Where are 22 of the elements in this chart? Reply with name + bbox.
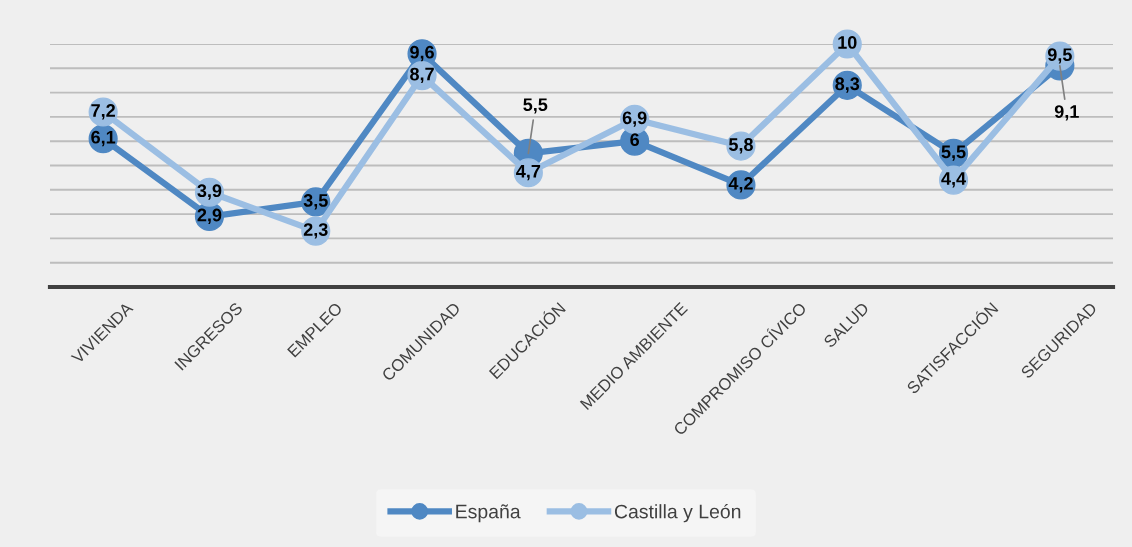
data-label: 3,9: [197, 184, 222, 200]
data-label: 7,2: [91, 104, 115, 120]
data-label: 6: [630, 133, 640, 147]
data-label: 9,1: [1054, 105, 1079, 121]
data-label: 4,7: [516, 165, 541, 181]
data-label: 4,2: [728, 177, 753, 193]
data-label: 5,5: [941, 145, 966, 161]
data-label: 9,6: [410, 45, 434, 62]
data-label: 10: [838, 36, 857, 49]
data-label: 5,5: [523, 98, 548, 114]
legend-label: España: [456, 504, 521, 523]
data-label: 6,1: [91, 130, 116, 147]
data-label: 2,9: [197, 208, 222, 224]
data-label: 2,3: [303, 223, 328, 239]
data-label: 6,9: [622, 111, 647, 127]
data-label: 9,5: [1047, 48, 1072, 64]
data-label: 8,7: [410, 67, 434, 84]
data-label: 3,5: [303, 194, 328, 210]
data-label: 8,3: [835, 77, 860, 93]
data-label: 5,8: [728, 138, 753, 154]
data-label: 4,4: [941, 172, 966, 188]
legend-label: Castilla y León: [614, 503, 741, 523]
